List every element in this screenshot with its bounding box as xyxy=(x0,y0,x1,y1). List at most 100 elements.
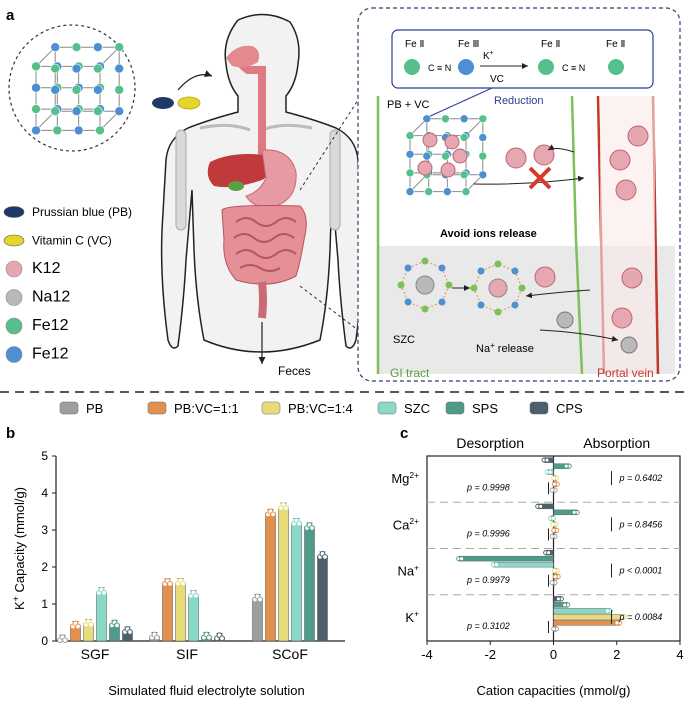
text: K12 xyxy=(32,260,61,277)
k-ion-trapped xyxy=(452,148,468,164)
legend-label-5: CPS xyxy=(556,401,583,416)
b-bar-SCoF-SZC xyxy=(291,522,302,642)
szc-atom xyxy=(404,264,412,272)
c-absorption-header: Absorption xyxy=(583,435,650,451)
szc-atom xyxy=(477,267,485,275)
b-ytick-label: 2 xyxy=(41,560,48,574)
fe3-atom xyxy=(50,42,61,53)
b-category-SCoF: SCoF xyxy=(272,646,308,662)
b-ytick-label: 4 xyxy=(41,486,48,500)
k-ion-trapped xyxy=(444,134,460,150)
fe3-atom xyxy=(31,125,41,136)
legend-swatch-0 xyxy=(59,401,79,415)
fe2-atom xyxy=(461,187,471,196)
fe3-atom xyxy=(405,149,415,159)
reaction-box xyxy=(391,29,654,89)
k-ion-vein-1 xyxy=(609,149,631,171)
liver xyxy=(207,154,273,188)
mouth-cavity xyxy=(226,45,260,68)
fe2-atom xyxy=(93,106,103,116)
fe3-atom xyxy=(478,170,488,180)
c-ion-label-Mg: Mg2+ xyxy=(391,470,419,486)
gallbladder xyxy=(228,181,244,191)
fe2-atom xyxy=(424,187,433,196)
c-replicate-point xyxy=(547,469,553,475)
szc-atom xyxy=(421,305,429,313)
reduction-label: Reduction xyxy=(494,95,544,107)
c-bar-K+-PB:VC=1:1 xyxy=(553,620,621,626)
b-bar-SIF-PB:VC=1:1 xyxy=(162,582,173,642)
fe2-atom xyxy=(405,168,415,178)
c-replicate-point xyxy=(550,515,556,521)
b-replicate-point xyxy=(257,596,263,603)
szc-atom xyxy=(438,298,446,306)
b-replicate-point xyxy=(206,634,212,641)
fe3-atom xyxy=(422,114,432,124)
c-replicate-point xyxy=(555,596,561,602)
c-replicate-point xyxy=(552,574,558,580)
b-category-SGF: SGF xyxy=(81,646,110,662)
c-bar-Na+-SZC xyxy=(493,561,554,568)
small-intestine xyxy=(233,217,297,272)
b-replicate-point xyxy=(62,637,68,644)
c-replicate-point xyxy=(459,556,465,562)
reaction-k: K+ xyxy=(483,50,494,62)
k-ion-vein-3 xyxy=(615,179,637,201)
fe3-atom xyxy=(478,133,488,142)
right-arm-bone xyxy=(329,129,341,231)
szc-rings xyxy=(397,257,526,316)
c-replicate-point xyxy=(604,608,610,614)
szc-center-ion xyxy=(415,275,435,295)
c-xtick-label: -4 xyxy=(421,647,433,662)
panel-c-letter: c xyxy=(400,425,408,442)
legend-swatch-2 xyxy=(261,401,281,415)
c-replicate-point xyxy=(551,475,557,481)
b-bar-SCoF-PB:VC=1:4 xyxy=(278,506,289,642)
b-replicate-point xyxy=(193,592,199,599)
fe3-atom xyxy=(93,85,103,95)
fe2-atom xyxy=(459,170,469,180)
fe2-swatch-icon xyxy=(5,317,23,335)
c-replicate-point xyxy=(551,527,557,533)
c-p-left: p = 0.9979 xyxy=(466,575,510,585)
fe3-atom xyxy=(50,85,61,95)
c-p-right: p = 0.6402 xyxy=(619,473,663,483)
c-xtick-label: 4 xyxy=(676,647,683,662)
ingest-arrow-icon xyxy=(177,70,213,91)
c-replicate-point xyxy=(551,626,557,632)
c-xtick-label: 2 xyxy=(613,647,620,662)
mechanism-box: Fe Ⅱ Fe Ⅲ Fe Ⅱ Fe Ⅱ C ≡ N K+ VC C ≡ N Re… xyxy=(357,7,681,382)
fe2-atom xyxy=(441,151,450,161)
fe2-atom xyxy=(478,151,488,161)
c-replicate-point xyxy=(493,562,499,568)
legend-label-3: SZC xyxy=(404,401,430,416)
szc-center-ion xyxy=(488,278,508,298)
feces-label: Feces xyxy=(278,364,311,378)
prussian-blue-swatch-icon xyxy=(3,206,25,218)
k-ion-lower-vein-2 xyxy=(611,307,633,329)
c-replicate-point xyxy=(549,533,555,539)
k-ion-trapped xyxy=(440,162,456,178)
szc-atom xyxy=(397,281,405,289)
panel-b: b 0 1 2 3 4 5 K+ Capacity (mmol/g) SGF SIF SCoF Si… xyxy=(6,425,345,698)
fe2-atom xyxy=(71,85,82,95)
szc-atom xyxy=(518,284,526,292)
series-legend: PB PB:VC=1:1 PB:VC=1:4 SZC SPS CPS xyxy=(59,401,583,416)
blocked-arrow-icon xyxy=(473,175,585,185)
legend-swatch-5 xyxy=(529,401,549,415)
b-bar-SIF-PB:VC=1:4 xyxy=(175,582,186,642)
fe2-atom xyxy=(95,125,105,136)
c-p-right: p < 0.0001 xyxy=(619,566,663,576)
k-ion-swatch-icon xyxy=(5,260,23,278)
fe3-atom xyxy=(71,63,82,74)
b-replicate-point xyxy=(154,634,160,641)
rectum xyxy=(258,281,267,319)
fe3-atom xyxy=(405,187,415,196)
legend-vitamin-c-label: Vitamin C (VC) xyxy=(32,234,112,248)
fe2-atom xyxy=(114,42,124,53)
pb-pill-icon xyxy=(152,97,174,109)
fe2-atom xyxy=(459,133,469,142)
fe2-atom xyxy=(50,63,61,74)
szc-atom xyxy=(494,308,502,316)
fe2-ball-icon xyxy=(404,59,420,75)
